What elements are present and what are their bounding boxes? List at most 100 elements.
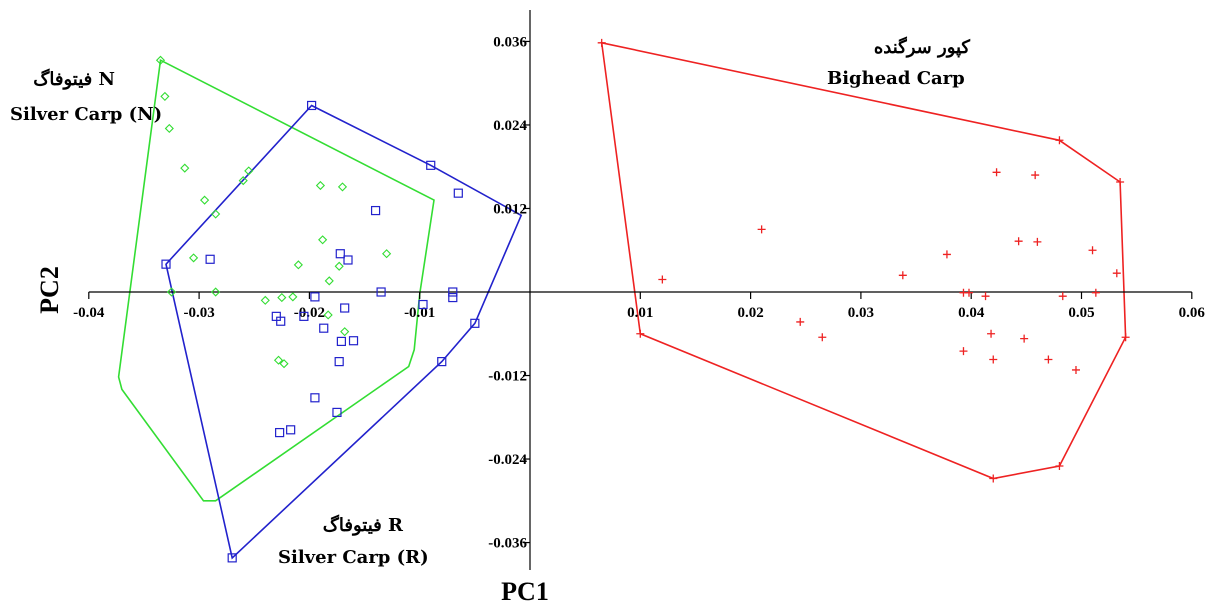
point-plus (1055, 136, 1064, 145)
x-tick-label: 0.06 (1179, 305, 1206, 321)
point-plus (658, 275, 667, 284)
x-axis-title: PC1 (501, 577, 549, 604)
y-tick-label: 0.036 (493, 34, 527, 50)
x-tick-label: 0.01 (627, 305, 653, 321)
point-square (426, 160, 436, 170)
y-tick-label: 0.012 (493, 201, 527, 217)
x-tick-label: 0.04 (958, 305, 985, 321)
point-diamond (166, 287, 177, 297)
point-plus (636, 329, 645, 338)
point-plus (1121, 333, 1130, 342)
point-square (276, 316, 286, 326)
point-square (310, 292, 320, 302)
point-square (307, 100, 317, 111)
point-square (335, 249, 345, 259)
point-diamond (279, 359, 289, 369)
point-square (453, 188, 463, 198)
point-plus (989, 474, 998, 483)
axis-ticks: -0.04 -0.03 -0.02 -0.01 0.01 0.02 0.03 0.04 0.05… (73, 34, 1205, 551)
point-plus (818, 333, 827, 342)
y-tick-label: -0.024 (488, 452, 527, 468)
point-plus (1033, 237, 1042, 246)
point-square (370, 205, 381, 216)
x-tick-label: 0.03 (848, 305, 874, 321)
point-diamond (238, 176, 248, 186)
point-plus (1058, 292, 1067, 301)
point-diamond (160, 91, 170, 102)
point-plus (1116, 178, 1125, 187)
hull-series-0 (117, 58, 435, 502)
point-diamond (340, 327, 350, 337)
point-diamond (164, 123, 174, 134)
point-plus (796, 317, 805, 326)
axes (88, 10, 1192, 570)
point-plus (597, 38, 606, 47)
point-plus (942, 250, 951, 259)
point-plus (1088, 246, 1097, 255)
point-square (319, 323, 329, 333)
point-diamond (211, 209, 221, 219)
point-diamond (155, 55, 166, 65)
point-diamond (211, 287, 221, 297)
point-square (205, 254, 215, 264)
point-diamond (318, 235, 328, 245)
x-tick-label: -0.04 (73, 305, 105, 321)
series-label-silver-carp-r-persian: فیتوفاگ R (323, 514, 404, 536)
point-square (161, 259, 171, 269)
hull-series-2 (600, 41, 1127, 480)
series-label-bighead-carp-persian: کپور سرگنده (874, 36, 971, 58)
point-diamond (382, 249, 392, 259)
x-tick-label: -0.03 (183, 305, 214, 321)
point-diamond (337, 182, 348, 192)
y-axis-title: PC2 (35, 266, 64, 314)
point-diamond (277, 292, 287, 303)
point-square (418, 299, 428, 310)
point-plus (1055, 462, 1064, 470)
point-square (334, 357, 344, 367)
series-label-silver-carp-r: Silver Carp (R) (278, 547, 429, 568)
x-tick-label: 0.02 (737, 305, 763, 321)
hull-series-1 (165, 104, 523, 560)
point-plus (989, 355, 998, 364)
point-plus (1071, 365, 1080, 374)
point-square (299, 311, 309, 321)
series-label-silver-carp-n: Silver Carp (N) (10, 104, 162, 125)
point-plus (1091, 288, 1100, 297)
point-square (376, 287, 386, 297)
x-tick-label: -0.01 (404, 305, 435, 321)
point-plus (1044, 355, 1053, 364)
point-square (336, 336, 346, 347)
point-diamond (244, 166, 254, 176)
point-diamond (273, 355, 284, 365)
point-diamond (288, 292, 298, 302)
point-plus (1031, 171, 1040, 180)
y-tick-label: -0.012 (488, 369, 527, 385)
point-plus (959, 347, 968, 356)
x-tick-label: -0.02 (294, 305, 325, 321)
point-diamond (200, 195, 210, 205)
point-diamond (260, 295, 270, 305)
point-diamond (334, 261, 344, 271)
point-square (343, 255, 353, 265)
point-plus (987, 329, 996, 338)
series-label-bighead-carp: Bighead Carp (827, 68, 965, 89)
y-tick-label: -0.036 (488, 536, 527, 552)
series-label-silver-carp-n-persian: فیتوفاگ N (33, 68, 115, 90)
point-plus (1020, 334, 1029, 343)
point-diamond (189, 253, 199, 263)
point-plus (757, 225, 766, 234)
point-diamond (293, 260, 303, 270)
point-square (227, 553, 237, 563)
point-diamond (180, 163, 190, 173)
x-tick-label: 0.05 (1068, 305, 1094, 321)
point-plus (898, 271, 907, 280)
y-tick-label: 0.024 (493, 118, 527, 134)
point-square (448, 292, 458, 303)
point-square (332, 407, 342, 418)
point-square (470, 318, 480, 328)
point-plus (992, 168, 1001, 177)
point-plus (981, 292, 990, 301)
point-diamond (323, 310, 333, 320)
point-diamond (324, 276, 334, 286)
